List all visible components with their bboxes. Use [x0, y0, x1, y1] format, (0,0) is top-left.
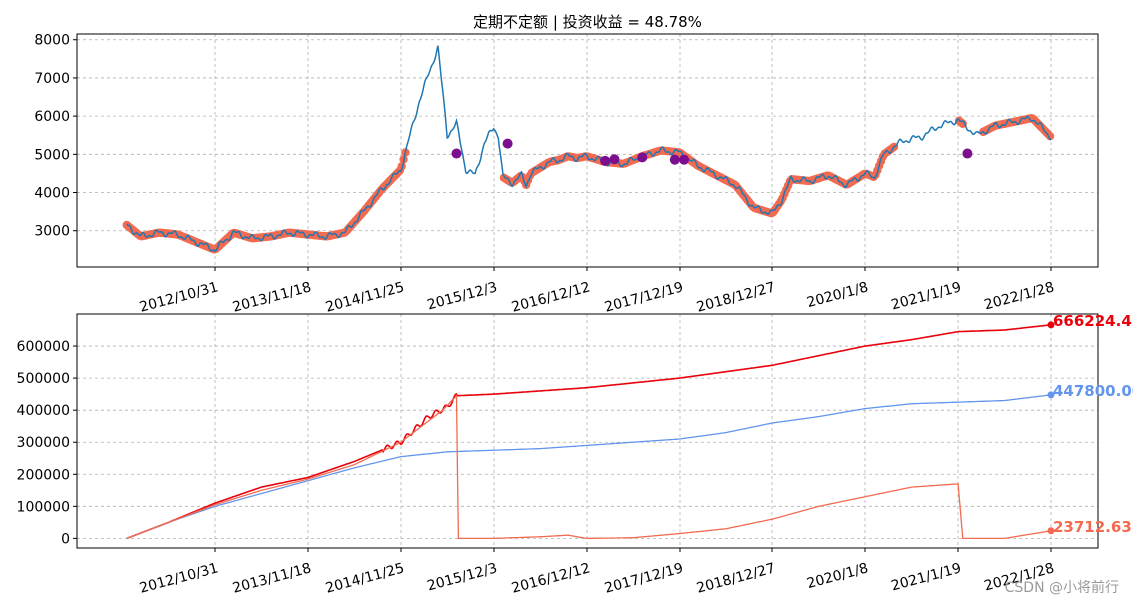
buy-markers	[122, 114, 1055, 254]
x-tick-label: 2015/12/3	[426, 560, 499, 594]
x-tick-label: 2013/11/18	[231, 560, 313, 596]
x-tick-label: 2016/12/12	[510, 560, 592, 596]
sell-marker	[600, 155, 611, 166]
axes-frame	[76, 313, 1099, 549]
y-tick-label: 7000	[34, 71, 70, 87]
y-tick-label: 4000	[34, 186, 70, 202]
value-line-0	[126, 324, 1052, 540]
sell-marker	[502, 138, 513, 149]
end-point	[1047, 321, 1055, 329]
sell-marker	[609, 154, 620, 165]
x-tick-label: 2022/1/28	[983, 279, 1056, 313]
price-chart: 2012/10/31 2013/11/18 2014/11/25 2015/12/3 2…	[34, 13, 1099, 316]
value-line-2	[126, 394, 1052, 540]
y-tick-label: 6000	[34, 109, 70, 125]
watermark: CSDN @小将前行	[1004, 580, 1119, 596]
x-tick-label: 2018/12/27	[695, 560, 777, 596]
x-tick-label: 2015/12/3	[426, 279, 499, 313]
y-tick-label: 200000	[17, 467, 70, 483]
value-line-1	[126, 394, 1052, 539]
x-tick-label: 2017/12/19	[603, 279, 685, 315]
x-tick-label: 2021/1/19	[890, 560, 963, 594]
sell-marker	[637, 152, 648, 163]
x-tick-label: 2013/11/18	[231, 279, 313, 315]
sell-marker	[679, 154, 690, 165]
y-tick-label: 0	[61, 531, 70, 547]
sell-marker	[451, 148, 462, 159]
y-tick-label: 8000	[34, 33, 70, 49]
y-tick-label: 500000	[17, 371, 70, 387]
y-tick-label: 5000	[34, 147, 70, 163]
x-tick-label: 2020/1/8	[805, 560, 870, 592]
sell-markers	[451, 138, 973, 166]
y-tick-label: 100000	[17, 499, 70, 515]
end-value-label: 23712.63	[1053, 518, 1132, 536]
x-tick-label: 2017/12/19	[603, 560, 685, 596]
end-point	[1047, 527, 1055, 535]
y-tick-label: 600000	[17, 339, 70, 355]
value-chart: 2012/10/31 2013/11/18 2014/11/25 2015/12/3 2…	[17, 312, 1133, 597]
x-tick-label: 2021/1/19	[890, 279, 963, 313]
end-point	[1047, 391, 1055, 399]
x-tick-label: 2020/1/8	[805, 279, 870, 311]
x-tick-label: 2014/11/25	[324, 560, 406, 596]
chart-title: 定期不定额 | 投资收益 = 48.78%	[473, 13, 702, 31]
x-tick-label: 2018/12/27	[695, 279, 777, 315]
y-tick-label: 400000	[17, 403, 70, 419]
end-value-label: 666224.42	[1053, 312, 1133, 330]
sell-marker	[962, 148, 973, 159]
x-tick-label: 2016/12/12	[510, 279, 592, 315]
y-tick-label: 300000	[17, 435, 70, 451]
x-tick-label: 2012/10/31	[138, 279, 220, 315]
end-value-label: 447800.00	[1053, 382, 1133, 400]
price-line	[126, 45, 1052, 252]
y-tick-label: 3000	[34, 224, 70, 240]
sell-marker	[669, 154, 680, 165]
x-tick-label: 2012/10/31	[138, 560, 220, 596]
x-tick-label: 2014/11/25	[324, 279, 406, 315]
